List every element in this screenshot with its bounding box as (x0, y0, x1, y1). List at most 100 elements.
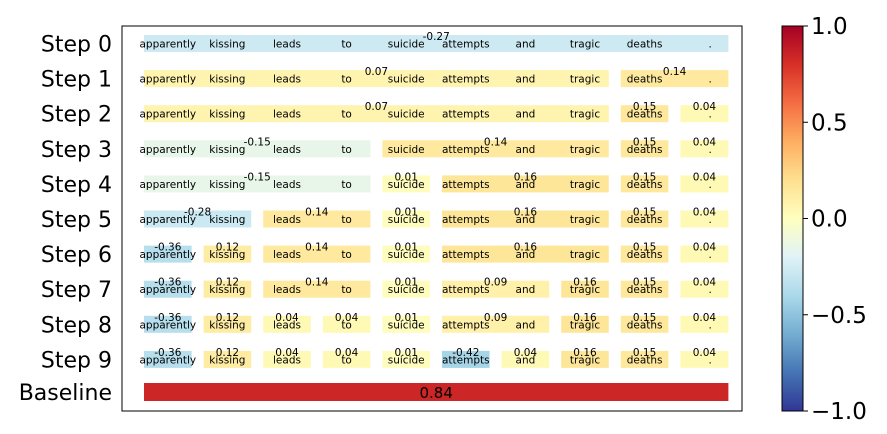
score-label: -0.15 (244, 136, 271, 148)
score-cell (442, 350, 490, 368)
heatmap-row: 0.07 0.15 0.04 apparently kissing leads to suic… (139, 101, 729, 123)
score-label: 0.04 (693, 207, 717, 219)
plot-area: -0.27 apparently kissing leads to suicide atte… (139, 31, 729, 402)
heatmap-row: -0.36 0.12 0.14 0.01 0.16 0.15 0.04 apparently k… (139, 242, 729, 263)
score-label: -0.15 (244, 171, 271, 183)
score-cell (382, 280, 430, 298)
token-label: leads (273, 319, 301, 331)
baseline-value: 0.84 (419, 384, 452, 402)
row-label: Step 5 (41, 208, 112, 233)
colorbar-gradient (781, 25, 804, 412)
score-label: 0.16 (573, 277, 597, 289)
token-label: apparently (139, 214, 196, 226)
token-label: to (341, 319, 352, 331)
score-cell (620, 105, 669, 123)
token-label: suicide (388, 249, 425, 261)
score-label: 0.09 (484, 277, 507, 289)
token-label: attempts (442, 214, 490, 226)
colorbar-tick-label: 1.0 (811, 14, 848, 40)
score-label: 0.04 (275, 347, 299, 359)
token-label: leads (273, 109, 301, 121)
token-label: deaths (627, 249, 663, 261)
score-label: 0.15 (633, 101, 656, 113)
score-label: 0.16 (573, 347, 597, 359)
score-cell (203, 350, 252, 368)
colorbar-tick-label: 0.5 (811, 110, 848, 136)
token-label: kissing (209, 354, 245, 366)
heatmap-row: -0.36 0.12 0.04 0.04 0.01 0.09 0.16 0.15 0.04 app… (139, 312, 729, 333)
score-cell (144, 105, 609, 123)
token-label: attempts (442, 39, 490, 51)
token-label: suicide (388, 354, 425, 366)
heatmap-row: -0.27 apparently kissing leads to suicide atte… (139, 31, 729, 52)
score-cell (263, 350, 311, 368)
score-label: 0.09 (484, 312, 507, 324)
token-label: leads (273, 144, 301, 156)
token-label: and (516, 284, 536, 296)
score-cell (382, 140, 609, 158)
score-cell (442, 210, 609, 228)
colorbar: 1.0 0.5 0.0 −0.5 −1.0 (781, 14, 867, 425)
token-label: and (516, 249, 536, 261)
row-label: Step 8 (41, 313, 112, 338)
score-cell (382, 350, 430, 368)
token-label: apparently (139, 144, 196, 156)
token-label: leads (273, 39, 301, 51)
token-label: apparently (139, 109, 196, 121)
score-cell (680, 175, 729, 193)
score-label: 0.16 (573, 312, 597, 324)
token-label: deaths (627, 74, 663, 86)
token-label: and (516, 179, 536, 191)
heatmap-row: -0.36 0.12 0.14 0.01 0.09 0.16 0.15 0.04 apparen… (139, 277, 729, 298)
score-label: 0.15 (633, 277, 656, 289)
token-label: deaths (627, 179, 663, 191)
token-label: deaths (627, 319, 663, 331)
token-label: deaths (627, 354, 663, 366)
score-cell (620, 350, 669, 368)
score-label: -0.42 (452, 347, 479, 359)
score-cell (263, 245, 371, 263)
score-cell (561, 350, 609, 368)
heatmap-row: -0.15 0.14 0.15 0.04 apparently kissing leads t… (139, 136, 729, 158)
token-label: and (516, 74, 536, 86)
token-label: suicide (388, 39, 425, 51)
token-label: attempts (442, 144, 490, 156)
token-label: apparently (139, 319, 196, 331)
token-label: apparently (139, 39, 196, 51)
score-cell (382, 210, 430, 228)
score-cell (144, 280, 192, 298)
row-label: Step 3 (41, 138, 112, 163)
score-label: 0.04 (693, 171, 717, 183)
row-label: Step 1 (41, 68, 112, 93)
score-label: 0.12 (216, 347, 239, 359)
token-label: and (516, 39, 536, 51)
score-cell (620, 280, 669, 298)
score-cell (620, 140, 669, 158)
token-label: attempts (442, 249, 490, 261)
token-label: deaths (627, 144, 663, 156)
token-label: kissing (209, 249, 245, 261)
score-label: 0.07 (365, 101, 388, 113)
token-label: tragic (570, 354, 600, 366)
score-cell (442, 175, 609, 193)
score-label: 0.01 (395, 277, 418, 289)
score-label: 0.12 (216, 242, 239, 254)
token-label: and (516, 109, 536, 121)
score-label: 0.04 (514, 347, 538, 359)
baseline-label: Baseline (19, 381, 112, 406)
score-label: 0.04 (693, 347, 717, 359)
token-label: . (709, 319, 712, 331)
score-label: 0.15 (633, 171, 656, 183)
score-label: 0.04 (693, 101, 717, 113)
token-label: suicide (388, 179, 425, 191)
token-label: and (516, 319, 536, 331)
token-label: tragic (570, 74, 600, 86)
score-cell (680, 140, 729, 158)
score-label: 0.01 (395, 207, 418, 219)
score-label: -0.27 (423, 31, 450, 43)
score-label: 0.15 (633, 347, 656, 359)
heatmap-row: 0.07 0.14 apparently kissing leads to suicide a… (139, 66, 729, 88)
colorbar-tick-label: 0.0 (811, 207, 848, 233)
token-label: . (709, 214, 712, 226)
